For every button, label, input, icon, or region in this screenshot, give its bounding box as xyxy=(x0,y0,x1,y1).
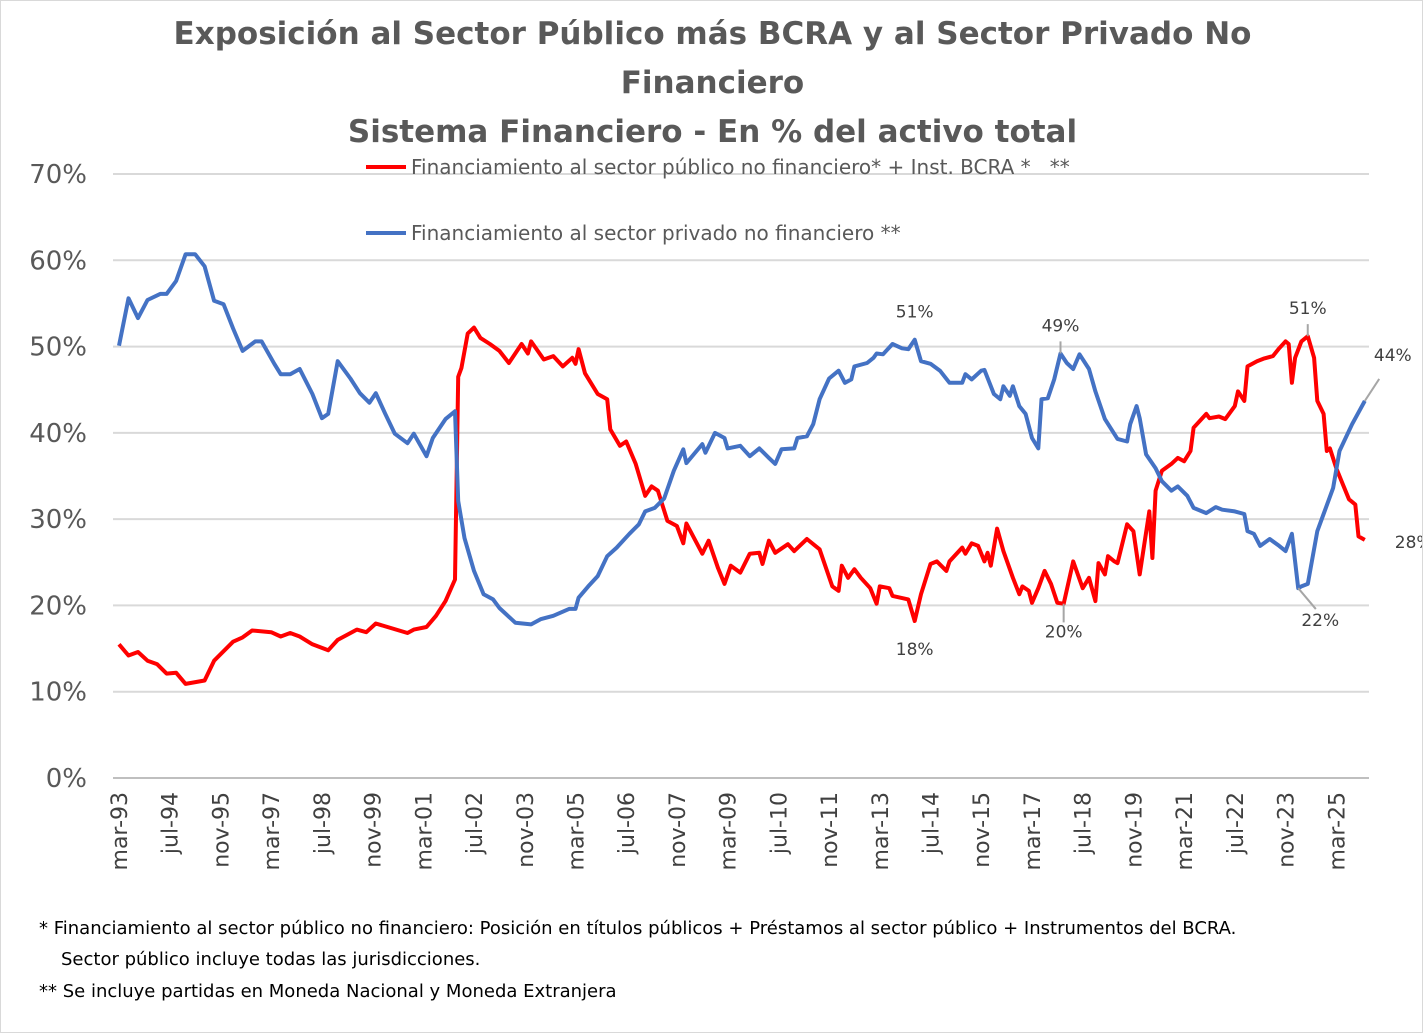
x-tick-label: mar-05 xyxy=(564,792,589,870)
data-label: 49% xyxy=(1042,316,1080,336)
chart-title-line-1: Exposición al Sector Público más BCRA y … xyxy=(173,16,1252,52)
x-tick-label: mar-97 xyxy=(260,792,285,870)
x-tick-label: jul-98 xyxy=(311,792,336,855)
x-tick-label: mar-25 xyxy=(1325,792,1350,870)
x-tick-label: nov-03 xyxy=(514,792,539,868)
data-label: 22% xyxy=(1301,611,1339,631)
x-tick-label: nov-15 xyxy=(970,792,995,868)
y-tick-label: 40% xyxy=(29,419,87,449)
y-tick-label: 70% xyxy=(29,160,87,190)
x-tick-label: jul-14 xyxy=(920,792,945,855)
data-label: 51% xyxy=(1289,299,1327,319)
y-tick-label: 0% xyxy=(46,764,87,794)
line-chart: 0% 10% 20% 30% 40% 50% 60% 70% mar-93 jul-94 nov-9… xyxy=(29,160,1423,870)
legend-label-private: Financiamiento al sector privado no fina… xyxy=(411,221,901,245)
y-tick-label: 20% xyxy=(29,591,87,621)
data-label: 18% xyxy=(896,640,934,660)
x-tick-label: nov-19 xyxy=(1122,792,1147,868)
data-label: 20% xyxy=(1045,623,1083,643)
data-label: 51% xyxy=(896,303,934,323)
legend-label-public: Financiamiento al sector público no fina… xyxy=(411,155,1070,179)
x-tick-label: jul-18 xyxy=(1072,792,1097,855)
data-label: 28% xyxy=(1395,533,1423,553)
annotation-leader xyxy=(1297,587,1317,610)
x-tick-label: mar-93 xyxy=(108,792,133,870)
legend-swatch-private xyxy=(366,231,406,235)
footnote-2: Sector público incluye todas las jurisdi… xyxy=(61,949,481,970)
x-tick-label: mar-17 xyxy=(1021,792,1046,870)
x-tick-label: mar-13 xyxy=(869,792,894,870)
y-tick-label: 10% xyxy=(29,678,87,708)
chart-subtitle: Sistema Financiero - En % del activo tot… xyxy=(347,114,1078,150)
x-tick-label: nov-07 xyxy=(666,792,691,868)
x-tick-label: mar-01 xyxy=(412,792,437,870)
data-label: 44% xyxy=(1374,346,1412,366)
x-tick-label: nov-95 xyxy=(209,792,234,868)
footnote-3: ** Se incluye partidas en Moneda Naciona… xyxy=(39,981,617,1002)
series-line-private xyxy=(117,252,1367,627)
legend-swatch-public xyxy=(366,165,406,169)
x-tick-label: jul-02 xyxy=(463,792,488,855)
x-tick-label: jul-22 xyxy=(1224,792,1249,855)
x-tick-label: jul-10 xyxy=(767,792,792,855)
x-tick-label: nov-11 xyxy=(818,792,843,868)
chart-title-line-2: Financiero xyxy=(620,65,805,101)
y-tick-label: 50% xyxy=(29,333,87,363)
x-tick-label: jul-06 xyxy=(615,792,640,855)
x-tick-label: mar-09 xyxy=(717,792,742,870)
series-line-public xyxy=(117,325,1366,686)
x-tick-label: jul-94 xyxy=(159,792,184,855)
annotation-leader xyxy=(1363,378,1381,402)
x-tick-label: nov-23 xyxy=(1275,792,1300,868)
legend-item-private: Financiamiento al sector privado no fina… xyxy=(366,221,901,245)
y-tick-label: 60% xyxy=(29,246,87,276)
y-tick-label: 30% xyxy=(29,505,87,535)
footnote-1: * Financiamiento al sector público no fi… xyxy=(39,918,1237,939)
legend-item-public: Financiamiento al sector público no fina… xyxy=(366,155,1070,179)
x-tick-label: nov-99 xyxy=(362,792,387,868)
x-tick-label: mar-21 xyxy=(1173,792,1198,870)
